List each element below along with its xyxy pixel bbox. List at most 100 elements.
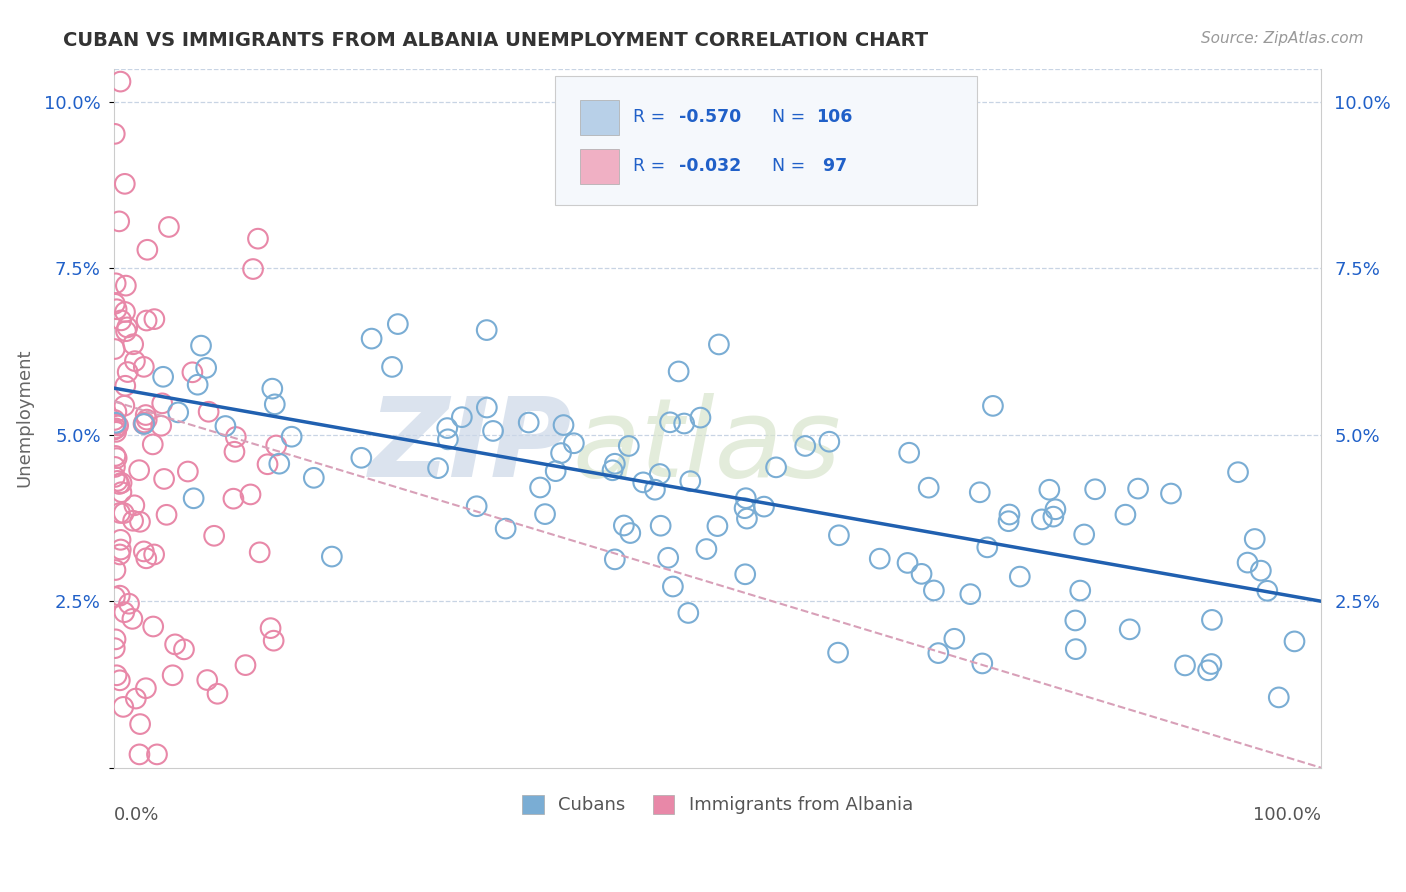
- Y-axis label: Unemployment: Unemployment: [15, 349, 32, 487]
- Point: [117, 365, 139, 379]
- Point: [1160, 486, 1182, 500]
- Point: [553, 418, 575, 433]
- Point: [1045, 502, 1067, 516]
- Point: [115, 278, 138, 293]
- Point: [302, 471, 325, 485]
- Point: [167, 405, 190, 419]
- Point: [239, 487, 262, 501]
- Point: [1201, 613, 1223, 627]
- Point: [619, 526, 641, 541]
- Point: [117, 320, 139, 334]
- Point: [657, 550, 679, 565]
- Point: [1197, 663, 1219, 677]
- Point: [135, 681, 157, 696]
- Point: [707, 337, 730, 351]
- Point: [132, 417, 155, 431]
- Point: [108, 477, 131, 491]
- Point: [927, 646, 949, 660]
- Point: [104, 277, 127, 291]
- Point: [129, 515, 152, 529]
- Point: [108, 589, 131, 603]
- Point: [162, 668, 184, 682]
- Point: [114, 305, 136, 319]
- Legend: Cubans, Immigrants from Albania: Cubans, Immigrants from Albania: [515, 788, 920, 822]
- Point: [222, 491, 245, 506]
- Point: [108, 506, 131, 520]
- Point: [752, 500, 775, 514]
- Text: ZIP: ZIP: [370, 392, 572, 500]
- Point: [124, 354, 146, 368]
- Point: [562, 436, 585, 450]
- Point: [150, 418, 173, 433]
- Point: [613, 518, 636, 533]
- Point: [103, 413, 125, 427]
- Point: [695, 542, 717, 557]
- Point: [280, 430, 302, 444]
- Point: [108, 548, 131, 562]
- Text: 97: 97: [817, 157, 846, 176]
- Point: [190, 338, 212, 352]
- Point: [1042, 509, 1064, 524]
- Point: [157, 219, 180, 234]
- Point: [150, 396, 173, 410]
- Point: [475, 401, 498, 415]
- Point: [183, 491, 205, 506]
- Point: [132, 359, 155, 374]
- Point: [118, 597, 141, 611]
- Point: [972, 657, 994, 671]
- Point: [112, 506, 135, 520]
- Point: [165, 637, 187, 651]
- Point: [360, 332, 382, 346]
- Point: [202, 529, 225, 543]
- Point: [104, 470, 127, 484]
- Point: [898, 446, 921, 460]
- Point: [181, 365, 204, 379]
- Point: [648, 467, 671, 481]
- Point: [128, 747, 150, 762]
- Point: [115, 324, 138, 338]
- Point: [689, 410, 711, 425]
- Point: [1031, 512, 1053, 526]
- Point: [1064, 614, 1087, 628]
- Text: 106: 106: [817, 109, 853, 127]
- Point: [1118, 623, 1140, 637]
- Point: [104, 459, 127, 474]
- Point: [959, 587, 981, 601]
- Point: [104, 632, 127, 647]
- Point: [450, 410, 472, 425]
- Point: [114, 177, 136, 191]
- Point: [153, 472, 176, 486]
- Point: [195, 360, 218, 375]
- Point: [177, 465, 200, 479]
- Point: [437, 433, 460, 447]
- Point: [122, 337, 145, 351]
- Text: atlas: atlas: [572, 392, 841, 500]
- Point: [259, 621, 281, 635]
- Point: [969, 485, 991, 500]
- Point: [256, 457, 278, 471]
- Point: [122, 514, 145, 528]
- Point: [1236, 556, 1258, 570]
- Point: [976, 541, 998, 555]
- Point: [1038, 483, 1060, 497]
- Point: [135, 412, 157, 426]
- Point: [104, 416, 127, 430]
- Point: [650, 518, 672, 533]
- Point: [135, 408, 157, 422]
- Point: [105, 302, 128, 317]
- Point: [735, 511, 758, 525]
- Point: [603, 457, 626, 471]
- Point: [465, 500, 488, 514]
- Text: 100.0%: 100.0%: [1253, 806, 1322, 824]
- Point: [644, 483, 666, 497]
- Point: [105, 425, 128, 439]
- Point: [673, 417, 696, 431]
- Point: [195, 673, 218, 687]
- Point: [631, 475, 654, 490]
- Point: [269, 457, 291, 471]
- Point: [105, 668, 128, 682]
- Point: [246, 232, 269, 246]
- Bar: [579, 100, 619, 135]
- Point: [125, 691, 148, 706]
- Point: [197, 405, 219, 419]
